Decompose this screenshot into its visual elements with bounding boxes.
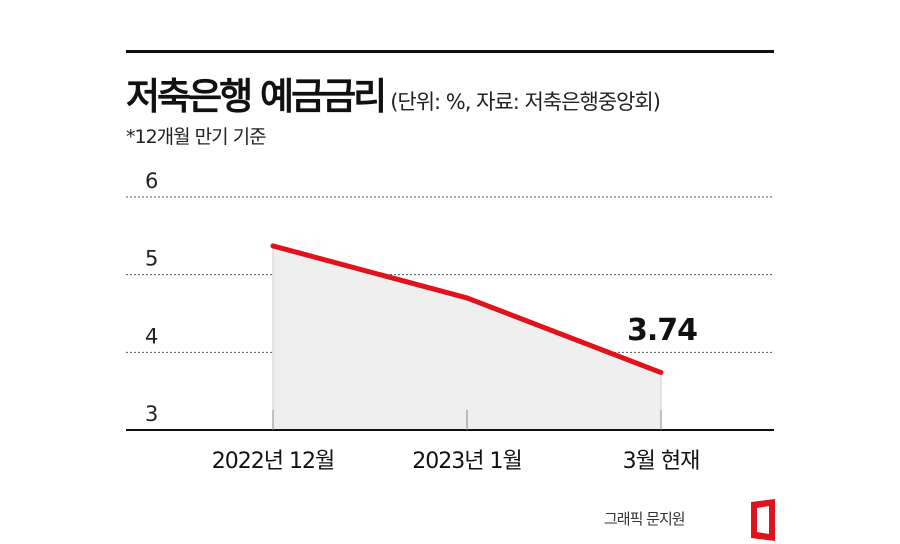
y-tick-label-4: 4 [145,324,158,348]
data-label-last: 3.74 [627,313,697,348]
axis-layer [126,410,774,431]
data-point-0 [270,243,276,249]
label-layer: 3 4 5 6 2022년 12월 2023년 1월 3월 현재 3.74 [145,169,700,474]
area-layer [270,243,664,430]
chart-note: *12개월 만기 기준 [126,126,267,148]
top-rule [126,50,774,53]
x-tick-label-2: 3월 현재 [623,449,700,474]
publisher-logo-icon [751,499,775,541]
data-point-1 [464,295,470,301]
x-tick-label-1: 2023년 1월 [412,449,521,474]
chart-title: 저축은행 예금금리 [126,75,387,118]
area-fill [273,245,661,430]
x-tick-label-0: 2022년 12월 [212,449,334,474]
data-point-2 [658,370,664,376]
y-tick-label-6: 6 [145,169,158,193]
y-tick-label-3: 3 [145,402,158,426]
title-row: 저축은행 예금금리 (단위: %, 자료: 저축은행중앙회) [126,66,661,120]
graphic-credit: 그래픽 문지원 [604,510,686,528]
chart-subtitle: (단위: %, 자료: 저축은행중앙회) [390,90,661,114]
y-tick-label-5: 5 [145,247,158,271]
